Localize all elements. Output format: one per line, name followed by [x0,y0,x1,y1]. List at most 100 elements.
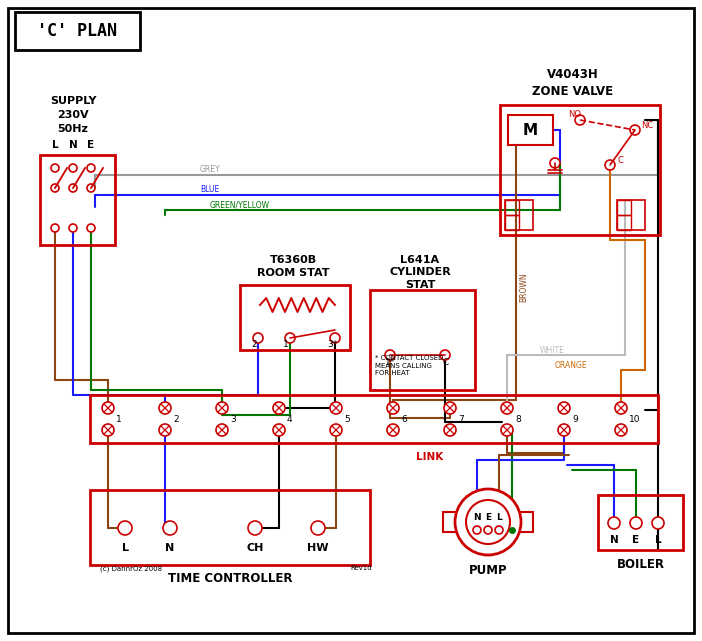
Circle shape [440,350,450,360]
Text: E: E [633,535,640,545]
Bar [505,215,519,230]
Text: 4: 4 [287,415,293,424]
Circle shape [253,333,263,343]
Text: LINK: LINK [416,452,444,462]
Bar [617,200,631,215]
Text: 5: 5 [344,415,350,424]
Circle shape [216,424,228,436]
Circle shape [87,164,95,172]
Circle shape [273,424,285,436]
Text: 8: 8 [515,415,521,424]
Circle shape [484,526,492,534]
Text: T6360B
ROOM STAT: T6360B ROOM STAT [257,255,329,278]
Text: N: N [69,140,77,150]
Bar [505,200,533,230]
Text: L: L [655,535,661,545]
Bar [508,115,553,145]
Text: PUMP: PUMP [469,563,508,576]
Circle shape [444,424,456,436]
Text: L: L [496,513,502,522]
Circle shape [615,424,627,436]
Circle shape [51,184,59,192]
Circle shape [330,402,342,414]
Bar [500,105,660,235]
Circle shape [248,521,262,535]
Text: NC: NC [641,121,654,130]
Circle shape [118,521,132,535]
Circle shape [87,224,95,232]
Text: M: M [522,122,538,138]
Text: GREEN/YELLOW: GREEN/YELLOW [210,200,270,209]
Text: BROWN: BROWN [519,272,528,302]
Text: 10: 10 [629,415,640,424]
Circle shape [69,164,77,172]
Text: E: E [88,140,95,150]
Circle shape [558,402,570,414]
Text: 2: 2 [173,415,178,424]
Circle shape [311,521,325,535]
Text: C: C [617,156,623,165]
Bar [90,395,658,443]
Circle shape [330,333,340,343]
Circle shape [630,517,642,529]
Circle shape [87,184,95,192]
Circle shape [51,164,59,172]
Circle shape [387,424,399,436]
Circle shape [575,115,585,125]
Text: 3: 3 [230,415,236,424]
Bar [240,285,350,350]
Bar [505,200,519,215]
Circle shape [69,184,77,192]
Bar [370,290,475,390]
Circle shape [387,402,399,414]
Bar [617,215,631,230]
Circle shape [605,160,615,170]
Text: L: L [52,140,58,150]
Circle shape [501,402,513,414]
Text: TIME CONTROLLER: TIME CONTROLLER [168,572,292,585]
Circle shape [102,402,114,414]
Circle shape [330,424,342,436]
Text: N: N [473,513,481,522]
Circle shape [51,224,59,232]
Circle shape [550,158,560,168]
Text: CH: CH [246,543,264,553]
Text: WHITE: WHITE [540,346,565,355]
Text: 6: 6 [401,415,406,424]
Bar [90,490,370,565]
Circle shape [444,402,456,414]
Text: 3*: 3* [327,340,337,349]
Circle shape [159,402,171,414]
Text: NO: NO [568,110,581,119]
Text: (c) DannrOz 2008: (c) DannrOz 2008 [100,565,162,572]
Bar [40,155,115,245]
Circle shape [652,517,664,529]
Text: 'C' PLAN: 'C' PLAN [37,22,117,40]
Circle shape [273,402,285,414]
Text: 1*: 1* [385,358,395,367]
Circle shape [102,424,114,436]
Bar [617,200,645,230]
Circle shape [501,424,513,436]
Circle shape [608,517,620,529]
Text: 9: 9 [572,415,578,424]
Bar [519,512,533,532]
Bar [443,512,457,532]
Text: 1: 1 [116,415,121,424]
Circle shape [615,402,627,414]
Bar [598,495,683,550]
Text: BLUE: BLUE [200,185,219,194]
Text: L641A
CYLINDER
STAT: L641A CYLINDER STAT [389,255,451,290]
Circle shape [473,526,481,534]
Text: E: E [485,513,491,522]
Text: V4043H
ZONE VALVE: V4043H ZONE VALVE [532,68,614,98]
Circle shape [630,125,640,135]
Text: HW: HW [307,543,329,553]
Circle shape [216,402,228,414]
Text: GREY: GREY [200,165,220,174]
Text: 7: 7 [458,415,464,424]
Circle shape [163,521,177,535]
Circle shape [495,526,503,534]
Text: L: L [121,543,128,553]
Text: 1: 1 [283,340,289,349]
